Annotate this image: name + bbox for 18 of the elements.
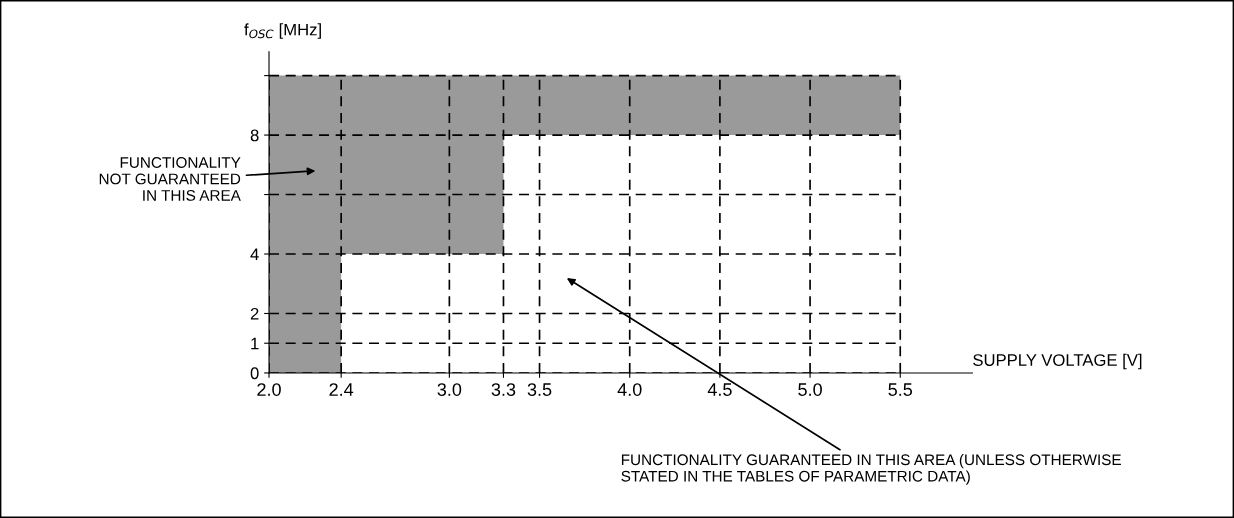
y-tick-label: 4 [250,248,259,261]
y-axis-title: f$_{OSC}$ [MHz] [244,23,321,39]
y-tick-label: 2 [250,307,259,320]
x-tick-label: 3.3 [491,383,516,396]
x-tick-label: 4.5 [707,383,732,396]
y-tick-label: 8 [250,129,259,142]
x-tick-label: 2.0 [257,383,281,396]
x-tick-label: 4.0 [617,383,642,396]
y-tick-label: 0 [250,367,259,380]
y-tick-label: 1 [251,337,259,350]
x-tick-label: 2.4 [329,383,354,396]
x-tick-label: 5.0 [798,383,822,396]
x-tick-label: 3.5 [527,383,552,396]
x-tick-label: 3.0 [437,383,462,396]
x-axis-title: SUPPLY VOLTAGE [V] [973,353,1142,370]
text: FUNCTIONALITY NOT GUARANTEED IN THIS AREA [99,157,241,201]
text: FUNCTIONALITY GUARANTEED IN THIS AREA (UNLESS OTHERWISE STATED IN THE TABLES OF PARAMETRIC DATA) [621,453,1121,485]
x-tick-label: 5.5 [888,383,913,396]
